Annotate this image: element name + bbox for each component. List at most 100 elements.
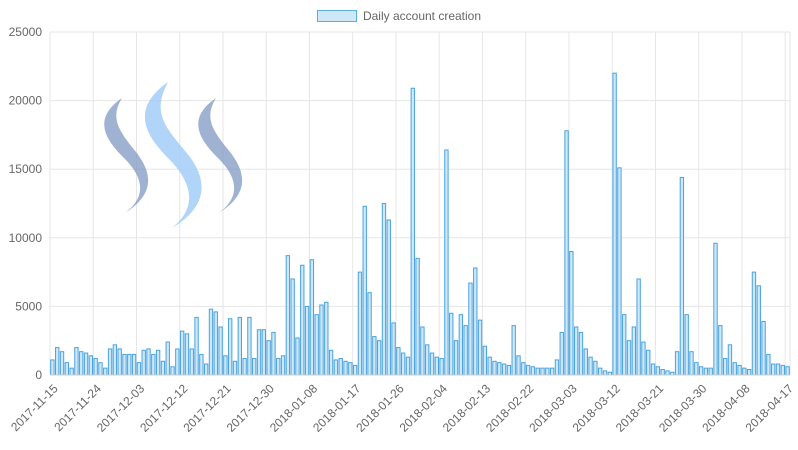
bar[interactable] xyxy=(583,348,588,376)
bar[interactable] xyxy=(545,367,550,376)
bar[interactable] xyxy=(324,301,329,376)
bar[interactable] xyxy=(492,360,497,376)
bar[interactable] xyxy=(155,349,161,376)
bar[interactable] xyxy=(511,325,516,376)
bar[interactable] xyxy=(343,360,348,376)
bar[interactable] xyxy=(655,366,661,376)
bar[interactable] xyxy=(381,203,387,376)
bar[interactable] xyxy=(396,347,401,376)
bar[interactable] xyxy=(362,205,367,376)
bar[interactable] xyxy=(420,326,425,376)
bar[interactable] xyxy=(367,292,372,376)
bar[interactable] xyxy=(314,314,319,376)
bar[interactable] xyxy=(64,362,69,376)
bar[interactable] xyxy=(766,353,771,376)
bar[interactable] xyxy=(434,356,439,376)
bar[interactable] xyxy=(444,149,449,376)
bar[interactable] xyxy=(184,333,190,376)
bar[interactable] xyxy=(352,364,358,376)
bar[interactable] xyxy=(588,356,593,376)
bar[interactable] xyxy=(136,362,142,376)
bar[interactable] xyxy=(598,367,603,376)
bar[interactable] xyxy=(458,314,464,376)
bar[interactable] xyxy=(208,308,214,376)
bar[interactable] xyxy=(703,367,709,376)
bar[interactable] xyxy=(631,326,637,376)
bar[interactable] xyxy=(559,331,564,376)
bar[interactable] xyxy=(280,355,286,376)
bar[interactable] xyxy=(271,331,276,376)
bar[interactable] xyxy=(468,282,473,376)
bar[interactable] xyxy=(554,359,560,376)
bar[interactable] xyxy=(487,356,492,376)
bar[interactable] xyxy=(530,366,536,376)
bar[interactable] xyxy=(497,362,502,376)
bar[interactable] xyxy=(722,358,728,376)
bar[interactable] xyxy=(131,353,137,376)
bar[interactable] xyxy=(170,366,175,376)
bar[interactable] xyxy=(578,331,584,376)
bar[interactable] xyxy=(391,322,396,376)
bar[interactable] xyxy=(708,367,713,376)
bar[interactable] xyxy=(266,340,271,376)
bar[interactable] xyxy=(540,367,545,376)
bar[interactable] xyxy=(117,348,122,376)
bar[interactable] xyxy=(179,330,185,376)
bar[interactable] xyxy=(549,367,555,376)
bar[interactable] xyxy=(405,356,411,376)
bar[interactable] xyxy=(59,351,65,376)
bar[interactable] xyxy=(333,359,339,376)
bar[interactable] xyxy=(698,366,704,376)
bar[interactable] xyxy=(771,363,776,376)
bar[interactable] xyxy=(564,130,569,376)
bar[interactable] xyxy=(660,369,665,376)
bar[interactable] xyxy=(228,318,233,376)
bar[interactable] xyxy=(319,304,324,376)
bar[interactable] xyxy=(449,312,454,376)
bar[interactable] xyxy=(372,336,377,376)
bar[interactable] xyxy=(501,363,507,376)
bar[interactable] xyxy=(141,349,146,376)
bar[interactable] xyxy=(203,363,209,376)
bar[interactable] xyxy=(525,364,531,376)
bar[interactable] xyxy=(429,352,435,376)
bar[interactable] xyxy=(453,340,459,376)
bar[interactable] xyxy=(737,364,742,376)
bar[interactable] xyxy=(55,347,60,376)
bar[interactable] xyxy=(50,359,55,376)
bar[interactable] xyxy=(756,285,761,376)
bar[interactable] xyxy=(160,360,166,376)
bar[interactable] xyxy=(535,367,540,376)
bar[interactable] xyxy=(300,264,305,376)
bar[interactable] xyxy=(348,362,353,376)
bar[interactable] xyxy=(626,340,632,376)
bar[interactable] xyxy=(199,353,204,376)
bar[interactable] xyxy=(295,337,300,376)
bar[interactable] xyxy=(290,278,295,376)
bar[interactable] xyxy=(256,329,262,376)
bar[interactable] xyxy=(742,367,747,376)
bar[interactable] xyxy=(189,348,194,376)
bar[interactable] xyxy=(410,87,415,376)
bar[interactable] xyxy=(684,314,689,376)
bar[interactable] xyxy=(617,167,622,376)
bar[interactable] xyxy=(751,271,757,376)
bar[interactable] xyxy=(439,358,444,376)
bar[interactable] xyxy=(112,344,118,376)
bar[interactable] xyxy=(247,316,252,376)
bar[interactable] xyxy=(689,351,694,376)
bar[interactable] xyxy=(98,362,103,376)
bar[interactable] xyxy=(718,325,723,376)
bar[interactable] xyxy=(232,360,238,376)
bar[interactable] xyxy=(252,358,257,376)
bar[interactable] xyxy=(357,271,363,376)
bar[interactable] xyxy=(276,358,281,376)
bar[interactable] xyxy=(223,355,228,376)
bar[interactable] xyxy=(602,370,608,376)
bar[interactable] xyxy=(165,341,170,376)
bar[interactable] xyxy=(775,363,781,376)
bar[interactable] xyxy=(376,340,382,376)
bar[interactable] xyxy=(338,358,343,376)
bar[interactable] xyxy=(636,278,641,376)
bar[interactable] xyxy=(88,355,94,376)
